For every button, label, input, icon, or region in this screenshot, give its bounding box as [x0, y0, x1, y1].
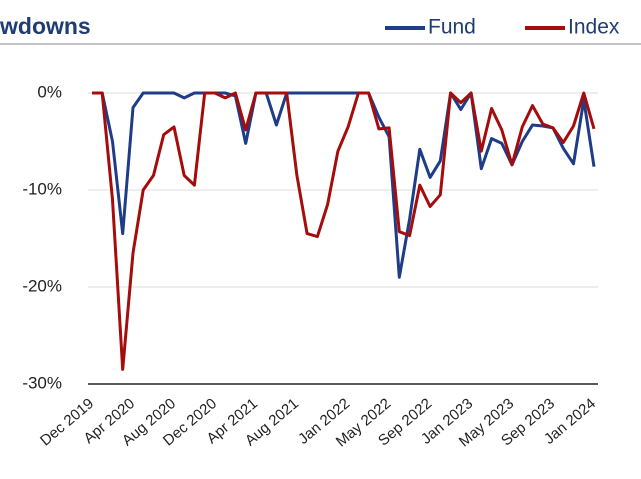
y-tick-label: -10%: [22, 179, 62, 198]
y-tick-label: -30%: [22, 373, 62, 392]
y-tick-label: 0%: [37, 82, 62, 101]
legend-label: Index: [568, 16, 620, 39]
y-tick-label: -20%: [22, 276, 62, 295]
series-line: [92, 91, 596, 371]
series-line: [92, 91, 596, 279]
chart-title: wdowns: [0, 13, 91, 39]
legend-label: Fund: [428, 16, 476, 39]
